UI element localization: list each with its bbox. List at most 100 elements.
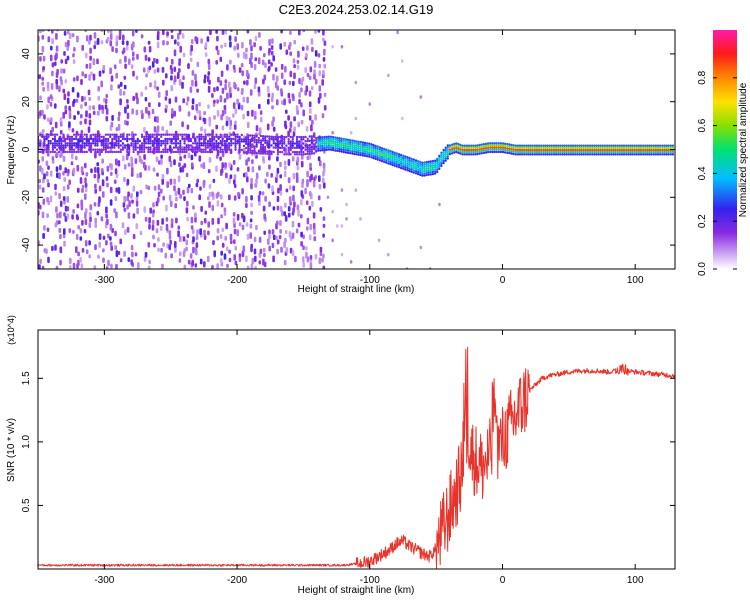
heatmap-cell [548,148,551,152]
heatmap-cell [115,187,118,193]
heatmap-cell [109,241,113,246]
heatmap-cell [293,201,296,208]
heatmap-cell [264,135,267,138]
heatmap-cell [200,133,203,136]
heatmap-cell [516,148,519,152]
heatmap-cell [251,143,254,149]
heatmap-cell [76,203,80,209]
heatmap-cell [419,95,423,99]
heatmap-cell [149,82,152,88]
heatmap-cell [178,79,182,86]
heatmap-cell [531,150,534,154]
heatmap-cell [453,144,456,148]
heatmap-cell [391,161,394,164]
heatmap-cell [258,200,261,206]
heatmap-cell [168,244,171,251]
heatmap-cell [73,142,76,145]
heatmap-cell [395,165,398,168]
heatmap-cell [153,126,157,133]
heatmap-cell [115,72,118,79]
heatmap-cell [565,153,568,156]
heatmap-cell [245,140,248,143]
heatmap-cell [618,148,621,152]
heatmap-cell [155,133,158,136]
heatmap-cell [173,49,177,57]
heatmap-cell [319,144,322,148]
heatmap-cell [190,188,194,194]
heatmap-cell [414,159,418,162]
heatmap-cell [232,160,236,165]
heatmap-cell [132,213,136,219]
heatmap-cell [107,146,110,149]
heatmap-cell [370,151,373,155]
heatmap-cell [295,144,299,147]
heatmap-cell [648,153,651,156]
heatmap-cell [43,135,46,138]
heatmap-cell [334,145,337,148]
heatmap-cell [80,199,83,207]
heatmap-cell [118,111,121,117]
heatmap-cell [296,64,300,70]
heatmap-cell [117,144,120,147]
heatmap-cell [276,140,279,143]
heatmap-cell [117,124,121,131]
heatmap-cell [172,146,175,149]
heatmap-cell [100,135,103,138]
heatmap-cell [81,96,84,102]
heatmap-cell [272,126,276,132]
heatmap-cell [204,142,207,145]
heatmap-cell [84,73,87,79]
heatmap-cell [419,245,423,250]
heatmap-cell [185,101,189,106]
heatmap-cell [60,148,63,151]
heatmap-cell [325,137,328,141]
heatmap-cell [234,120,237,125]
heatmap-cell [654,144,657,147]
heatmap-cell [342,146,345,149]
heatmap-cell [79,133,82,136]
heatmap-cell [240,133,243,137]
heatmap-cell [535,150,539,154]
y-tick-label: 1.5 [21,371,32,385]
heatmap-cell [321,136,324,139]
heatmap-cell [508,151,511,155]
heatmap-cell [389,156,392,159]
heatmap-cell [417,168,420,171]
heatmap-cell [162,142,165,145]
heatmap-cell [233,228,237,235]
heatmap-cell [313,228,316,235]
heatmap-cell [254,115,257,120]
heatmap-cell [92,139,95,143]
heatmap-cell [310,145,313,149]
heatmap-cell [327,137,330,140]
heatmap-cell [497,148,500,151]
heatmap-cell [410,170,413,173]
heatmap-cell [219,258,223,264]
heatmap-cell [608,148,611,152]
heatmap-cell [442,153,445,156]
heatmap-cell [276,99,279,106]
heatmap-cell [322,253,325,259]
heatmap-cell [165,204,168,212]
heatmap-cell [318,175,321,182]
heatmap-cell [157,247,160,252]
heatmap-cell [230,137,233,141]
heatmap-cell [283,138,286,141]
heatmap-cell [219,139,222,143]
heatmap-cell [122,47,126,54]
heatmap-cell [51,30,54,34]
heatmap-cell [153,137,156,141]
heatmap-cell [175,196,178,202]
heatmap-cell [162,148,165,151]
heatmap-cell [134,148,137,151]
heatmap-cell [501,148,505,151]
heatmap-cell [151,133,154,136]
heatmap-cell [225,150,229,154]
heatmap-cell [254,255,257,262]
heatmap-cell [431,168,434,171]
heatmap-cell [550,153,553,156]
heatmap-cell [224,162,227,168]
heatmap-cell [258,190,262,196]
heatmap-cell [338,141,341,144]
heatmap-cell [267,98,270,105]
